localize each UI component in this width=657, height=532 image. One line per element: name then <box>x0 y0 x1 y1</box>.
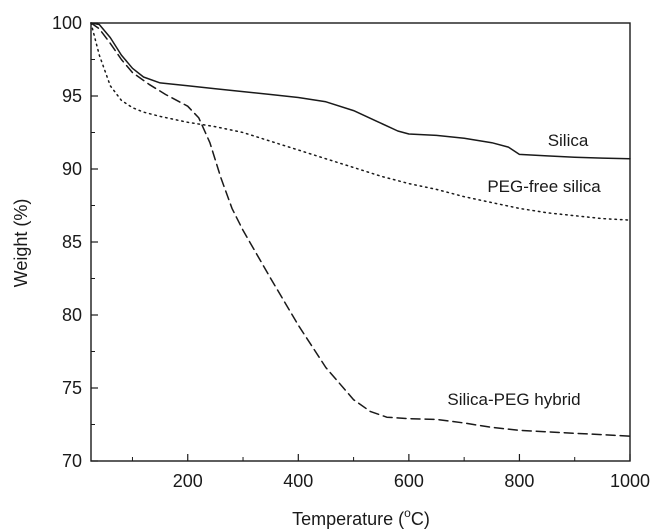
y-axis-title: Weight (%) <box>11 199 31 288</box>
y-axis: 70 75 80 85 90 95 100 <box>52 13 98 471</box>
y-tick-label: 100 <box>52 13 82 33</box>
y-tick-label: 70 <box>62 451 82 471</box>
y-tick-label: 80 <box>62 305 82 325</box>
x-axis-title-main: Temperature ( <box>292 509 404 529</box>
y-tick-label: 95 <box>62 86 82 106</box>
x-tick-label: 800 <box>504 471 534 491</box>
y-tick-label: 90 <box>62 159 82 179</box>
series-annotation: Silica-PEG hybrid <box>447 390 580 409</box>
series-annotations: Silica PEG-free silica Silica-PEG hybrid <box>447 131 601 409</box>
series-line-silica-peg-hybrid <box>90 22 631 437</box>
x-tick-label: 400 <box>283 471 313 491</box>
plot-area <box>90 22 631 437</box>
x-tick-label: 200 <box>173 471 203 491</box>
y-tick-label: 85 <box>62 232 82 252</box>
x-axis-title-degree: o <box>404 506 411 520</box>
series-line-silica <box>90 22 631 160</box>
y-tick-label: 75 <box>62 378 82 398</box>
x-axis: 200 400 600 800 1000 <box>131 454 650 491</box>
series-line-peg-free-silica <box>90 22 631 221</box>
x-tick-label: 600 <box>394 471 424 491</box>
x-axis-title-unit: C) <box>411 509 430 529</box>
series-annotation: Silica <box>548 131 589 150</box>
series-annotation: PEG-free silica <box>487 177 601 196</box>
x-axis-title: Temperature (oC) <box>292 506 430 529</box>
x-tick-label: 1000 <box>610 471 650 491</box>
